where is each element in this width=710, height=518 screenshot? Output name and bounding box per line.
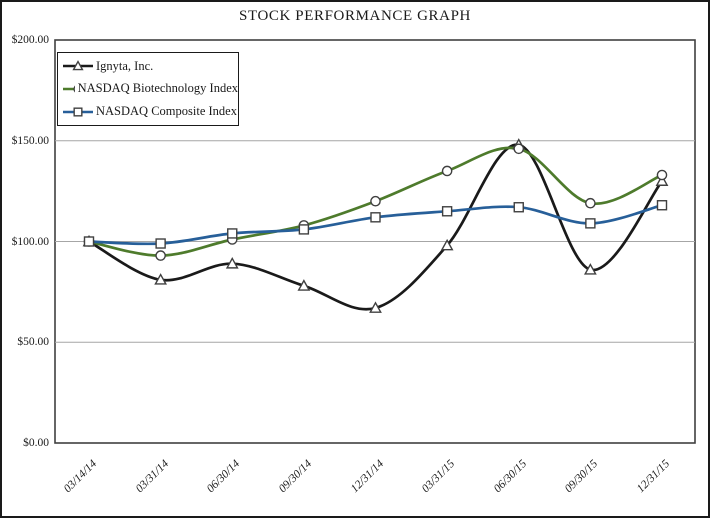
square-marker bbox=[73, 107, 83, 117]
triangle-marker bbox=[297, 279, 311, 291]
legend-swatch-triangle-icon bbox=[63, 60, 93, 71]
triangle-marker bbox=[583, 263, 597, 275]
square-marker bbox=[585, 218, 596, 229]
circle-marker bbox=[656, 169, 668, 181]
square-marker bbox=[227, 228, 238, 239]
legend-label: NASDAQ Composite Index bbox=[96, 104, 237, 119]
triangle-marker bbox=[440, 238, 454, 251]
legend-item: Ignyta, Inc. bbox=[63, 59, 238, 74]
circle-marker bbox=[370, 195, 381, 207]
legend-item: NASDAQ Composite Index bbox=[63, 104, 238, 119]
circle-marker bbox=[585, 197, 596, 209]
y-axis-label: $100.00 bbox=[11, 235, 49, 248]
triangle-marker bbox=[72, 60, 84, 71]
y-axis-label: $200.00 bbox=[11, 34, 49, 46]
series-line bbox=[87, 203, 664, 246]
legend-label: NASDAQ Biotechnology Index bbox=[77, 81, 238, 96]
square-marker bbox=[155, 238, 166, 249]
triangle-marker bbox=[369, 301, 382, 313]
series-line bbox=[87, 143, 664, 311]
square-marker bbox=[298, 224, 310, 235]
legend-item: NASDAQ Biotechnology Index bbox=[63, 81, 238, 96]
square-marker bbox=[441, 206, 453, 217]
square-marker bbox=[513, 202, 524, 213]
circle-marker bbox=[513, 143, 525, 155]
circle-marker bbox=[441, 165, 453, 177]
legend: Ignyta, Inc. NASDAQ Biotechnology Index NA… bbox=[57, 52, 239, 126]
triangle-marker bbox=[655, 174, 669, 186]
triangle-marker bbox=[154, 273, 168, 285]
legend-label: Ignyta, Inc. bbox=[96, 58, 154, 73]
square-marker bbox=[656, 200, 668, 211]
y-axis-label: $50.00 bbox=[17, 336, 49, 349]
y-axis-label: $0.00 bbox=[23, 437, 49, 449]
circle-marker bbox=[155, 250, 166, 261]
legend-swatch-circle-icon bbox=[63, 85, 75, 93]
y-axis-label: $150.00 bbox=[11, 134, 49, 147]
chart-title: STOCK PERFORMANCE GRAPH bbox=[239, 8, 471, 24]
square-marker bbox=[370, 212, 381, 223]
legend-swatch-square-icon bbox=[63, 107, 93, 117]
square-marker bbox=[83, 236, 95, 247]
circle-marker bbox=[73, 85, 75, 93]
triangle-marker bbox=[225, 257, 239, 269]
